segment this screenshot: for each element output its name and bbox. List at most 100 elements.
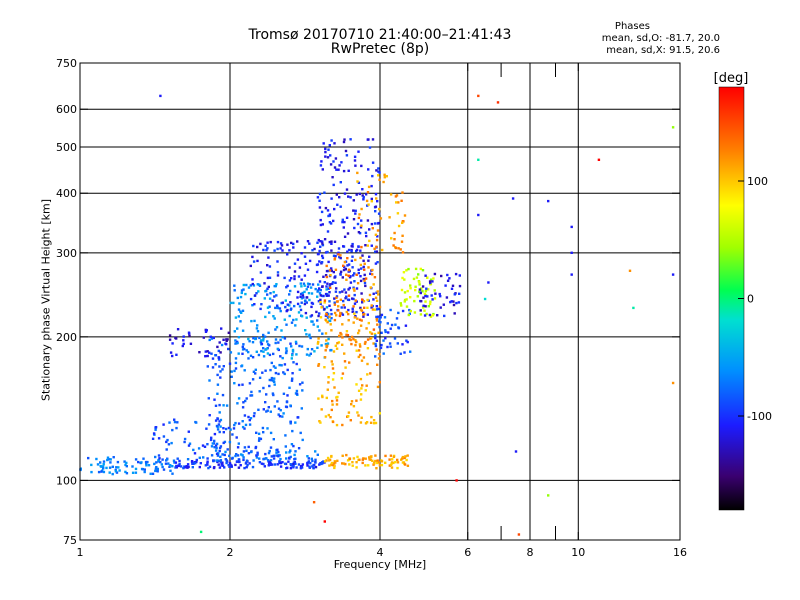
- data-point: [363, 306, 366, 309]
- data-point: [272, 438, 275, 441]
- data-point: [360, 416, 363, 419]
- data-point: [290, 379, 294, 382]
- data-point: [377, 357, 381, 360]
- data-point: [362, 198, 365, 201]
- data-point: [276, 271, 280, 274]
- data-point: [329, 286, 332, 289]
- data-point: [216, 392, 219, 395]
- data-point: [199, 530, 203, 534]
- data-point: [366, 313, 369, 316]
- data-point: [458, 284, 462, 288]
- data-point: [375, 467, 378, 470]
- data-point: [319, 288, 322, 292]
- data-point: [360, 319, 363, 322]
- data-point: [360, 267, 363, 270]
- data-point: [378, 317, 381, 321]
- data-point: [361, 188, 364, 191]
- data-point: [403, 300, 406, 303]
- data-point: [289, 404, 292, 407]
- data-point: [371, 138, 375, 141]
- data-point: [254, 368, 257, 371]
- data-point: [570, 251, 573, 254]
- data-point: [331, 282, 334, 285]
- data-point: [359, 275, 362, 278]
- data-point: [305, 353, 309, 356]
- data-point: [194, 420, 197, 424]
- data-point: [333, 464, 336, 468]
- data-point: [306, 455, 309, 458]
- data-point: [238, 460, 241, 464]
- data-point: [338, 314, 342, 318]
- data-point: [240, 291, 243, 295]
- data-point: [249, 354, 253, 357]
- data-point: [450, 287, 454, 290]
- data-point: [266, 293, 269, 296]
- data-point: [114, 470, 118, 473]
- data-point: [142, 457, 145, 460]
- data-point: [357, 181, 361, 184]
- data-point: [454, 272, 458, 276]
- data-point: [342, 264, 345, 267]
- data-point: [372, 422, 376, 425]
- data-point: [374, 250, 377, 253]
- data-point: [395, 317, 399, 320]
- data-point: [347, 195, 350, 198]
- data-point: [276, 400, 279, 403]
- data-point: [343, 288, 346, 291]
- data-point: [362, 457, 365, 460]
- data-point: [151, 472, 155, 475]
- data-point: [453, 312, 456, 315]
- data-point: [190, 460, 194, 463]
- data-point: [423, 314, 427, 317]
- data-point: [263, 335, 267, 338]
- data-point: [97, 470, 101, 474]
- data-point: [212, 336, 215, 340]
- data-point: [383, 316, 387, 319]
- data-point: [373, 247, 376, 250]
- data-point: [192, 448, 195, 452]
- data-point: [171, 354, 174, 358]
- data-point: [176, 421, 179, 424]
- data-point: [266, 409, 269, 412]
- data-point: [237, 383, 241, 387]
- data-point: [323, 307, 326, 311]
- data-point: [219, 376, 222, 379]
- data-point: [241, 420, 244, 423]
- data-point: [262, 339, 265, 342]
- data-point: [249, 297, 253, 301]
- data-point: [371, 308, 375, 311]
- data-point: [355, 273, 358, 276]
- data-point: [222, 365, 225, 368]
- data-point: [173, 420, 177, 424]
- data-point: [376, 261, 379, 264]
- data-point: [299, 431, 302, 435]
- data-point: [373, 308, 377, 311]
- data-point: [342, 299, 345, 303]
- data-point: [283, 276, 286, 280]
- data-point: [397, 326, 400, 329]
- data-point: [237, 442, 240, 445]
- data-point: [328, 300, 331, 303]
- data-point: [209, 335, 212, 338]
- data-point: [278, 363, 281, 367]
- data-point: [326, 388, 329, 391]
- data-point: [268, 265, 272, 268]
- data-point: [357, 355, 360, 359]
- data-point: [216, 454, 220, 457]
- data-point: [403, 456, 406, 460]
- data-point: [360, 359, 364, 362]
- data-point: [225, 461, 228, 465]
- data-point: [243, 446, 247, 449]
- data-point: [364, 284, 367, 288]
- data-point: [373, 332, 377, 336]
- data-point: [286, 308, 289, 312]
- data-point: [342, 268, 346, 272]
- data-point: [348, 338, 351, 341]
- data-point: [327, 148, 330, 151]
- data-point: [166, 458, 169, 461]
- data-point: [222, 404, 225, 407]
- data-point: [244, 292, 247, 296]
- data-point: [455, 301, 458, 305]
- data-point: [224, 427, 228, 431]
- data-point: [247, 337, 250, 341]
